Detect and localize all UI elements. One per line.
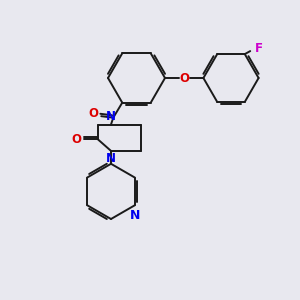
Text: O: O — [71, 133, 82, 146]
Text: F: F — [254, 42, 262, 55]
Text: N: N — [106, 110, 116, 123]
Text: O: O — [88, 107, 98, 120]
Text: N: N — [106, 152, 116, 165]
Text: O: O — [179, 71, 190, 85]
Text: N: N — [130, 209, 141, 222]
